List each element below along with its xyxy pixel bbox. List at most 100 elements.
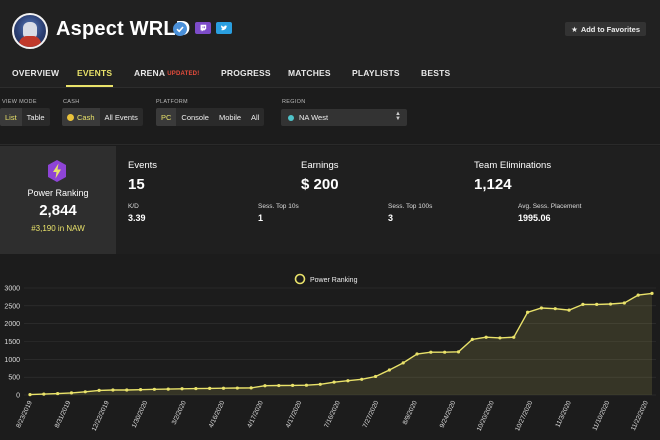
data-point <box>553 307 557 311</box>
legend-marker <box>294 273 306 285</box>
y-tick-label: 0 <box>16 393 20 400</box>
star-icon: ★ <box>571 24 578 34</box>
tab-events[interactable]: EVENTS <box>77 68 113 78</box>
data-point <box>83 390 87 394</box>
twitter-icon[interactable] <box>216 22 232 34</box>
tab-bests[interactable]: BESTS <box>421 68 451 78</box>
y-tick-label: 1000 <box>4 357 20 364</box>
data-point <box>318 382 322 386</box>
top10-value: 1 <box>258 213 264 223</box>
events-label: Events <box>128 160 158 171</box>
tab-overview[interactable]: OVERVIEW <box>12 68 60 78</box>
earnings-value: $ 200 <box>301 176 339 193</box>
y-tick-label: 1500 <box>4 339 20 346</box>
data-point <box>263 384 267 388</box>
updated-badge: UPDATED! <box>167 71 200 77</box>
region-value: NA West <box>299 113 329 122</box>
platform-label: PLATFORM <box>156 99 188 105</box>
x-tick-label: 3/2/2020 <box>171 400 188 426</box>
data-point <box>387 368 391 372</box>
view-mode-table[interactable]: Table <box>26 112 45 122</box>
data-point <box>498 336 502 340</box>
select-arrows-icon: ▲ ▼ <box>395 111 401 122</box>
platform-pc[interactable]: PC <box>156 108 177 126</box>
x-tick-label: 4/17/2020 <box>285 400 304 430</box>
cash-option[interactable]: Cash <box>62 108 100 126</box>
series-line <box>29 292 653 396</box>
y-tick-label: 500 <box>8 375 20 382</box>
events-value: 15 <box>128 176 145 193</box>
data-point <box>291 383 295 387</box>
data-point <box>42 392 46 396</box>
data-point <box>650 291 654 295</box>
y-tick-label: 2500 <box>4 303 20 310</box>
y-tick-label: 3000 <box>4 286 20 293</box>
add-to-favorites-button[interactable]: ★ Add to Favorites <box>565 22 646 36</box>
team-elims-label: Team Eliminations <box>474 160 552 171</box>
data-point <box>360 377 364 381</box>
power-ranking-region-rank: #3,190 in NAW <box>31 224 85 233</box>
power-ranking-value: 2,844 <box>39 202 77 219</box>
x-tick-label: 8/9/2020 <box>402 400 419 426</box>
x-tick-label: 8/23/2019 <box>15 400 34 430</box>
x-tick-label: 11/3/2020 <box>554 400 573 429</box>
region-dot-icon <box>288 114 294 121</box>
data-point <box>373 374 378 379</box>
power-ranking-chart: 0 500 1000 1500 2000 2500 3000 Power Ranking 8/2… <box>0 262 660 440</box>
add-to-favorites-label: Add to Favorites <box>580 24 640 34</box>
y-tick-label: 2000 <box>4 321 20 328</box>
all-events-option[interactable]: All Events <box>104 112 138 122</box>
data-point <box>484 335 488 339</box>
data-point <box>636 293 640 297</box>
top10-label: Sess. Top 10s <box>258 203 299 210</box>
platform-mobile[interactable]: Mobile <box>218 112 242 122</box>
avg-placement-value: 1995.06 <box>518 213 551 223</box>
view-mode-list[interactable]: List <box>0 108 22 126</box>
region-select[interactable]: NA West ▲ ▼ <box>281 109 407 126</box>
tab-progress[interactable]: PROGRESS <box>221 68 271 78</box>
data-point <box>125 388 129 392</box>
power-ranking-card: Power Ranking 2,844 #3,190 in NAW <box>0 146 116 254</box>
profile-tabs: OVERVIEW EVENTS ARENA UPDATED! PROGRESS M… <box>0 60 660 88</box>
data-point <box>221 386 226 390</box>
data-point <box>138 388 143 392</box>
earnings-label: Earnings <box>301 160 339 171</box>
view-mode-toggle: List Table <box>0 108 50 126</box>
x-tick-label: 11/10/2020 <box>591 400 611 432</box>
x-tick-label: 7/16/2020 <box>323 400 342 430</box>
x-tick-label: 11/22/2020 <box>630 400 650 432</box>
platform-console[interactable]: Console <box>181 112 209 122</box>
data-point <box>166 387 170 391</box>
data-point <box>415 352 419 356</box>
avg-placement-label: Avg. Sess. Placement <box>518 203 582 210</box>
legend-label: Power Ranking <box>310 277 358 284</box>
x-tick-label: 8/31/2019 <box>54 400 73 430</box>
twitch-icon[interactable] <box>195 22 211 34</box>
platform-toggle: PC Console Mobile All <box>156 108 265 126</box>
data-point <box>69 391 74 395</box>
data-point <box>56 391 60 396</box>
data-point <box>622 301 626 305</box>
tab-matches[interactable]: MATCHES <box>288 68 331 78</box>
cash-toggle: Cash All Events <box>62 108 143 126</box>
team-elims-value: 1,124 <box>474 176 512 193</box>
data-point <box>456 350 461 354</box>
kd-value: 3.39 <box>128 213 146 223</box>
data-point <box>111 388 115 392</box>
data-point <box>28 393 32 397</box>
x-tick-label: 4/16/2020 <box>208 400 227 430</box>
player-avatar[interactable] <box>12 13 48 49</box>
verified-check-icon <box>173 22 187 36</box>
data-point <box>235 386 239 390</box>
top100-label: Sess. Top 100s <box>388 203 433 210</box>
data-point <box>539 306 544 310</box>
data-point <box>304 383 309 387</box>
series-area <box>30 293 652 395</box>
platform-all[interactable]: All <box>251 112 260 122</box>
data-point <box>208 386 212 391</box>
tab-arena[interactable]: ARENA UPDATED! <box>134 68 200 78</box>
kd-label: K/D <box>128 203 139 210</box>
tab-playlists[interactable]: PLAYLISTS <box>352 68 400 78</box>
x-tick-label: 1/30/2020 <box>131 400 150 430</box>
player-name: Aspect WRLD <box>56 18 191 40</box>
